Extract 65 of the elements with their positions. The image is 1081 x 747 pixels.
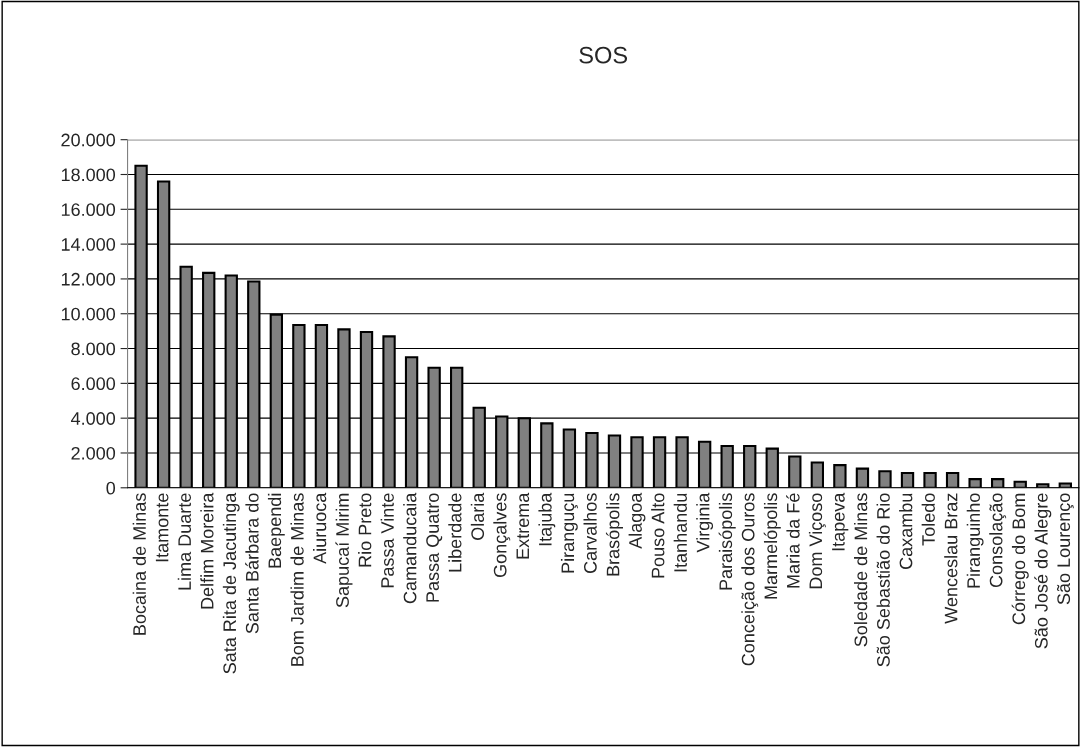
y-tick-label: 2.000 <box>71 446 116 460</box>
bar <box>810 461 825 488</box>
x-tick-label: Itapeva <box>832 492 849 551</box>
x-tick-label: Sata Rita de Jacutinga <box>222 492 240 674</box>
y-tick-label: 10.000 <box>61 307 116 321</box>
y-tick-label: 20.000 <box>61 133 116 147</box>
x-tick-label: Camanducaia <box>403 492 417 604</box>
x-tick-label: Gonçalves <box>493 493 511 578</box>
x-tick-label: Conceição dos Ouros <box>741 493 759 666</box>
x-tick-label: Toledo <box>921 493 935 546</box>
x-tick-label: Wenceslau Braz <box>944 493 958 624</box>
x-tick-label: Itajuba <box>538 492 556 546</box>
bar <box>900 471 915 488</box>
bar <box>833 464 847 488</box>
bar <box>923 471 937 488</box>
bar <box>878 470 892 488</box>
bar <box>945 471 960 488</box>
y-tick-label: 8.000 <box>71 342 116 356</box>
bar <box>855 467 870 488</box>
x-tick-label: Piranguinho <box>966 493 984 588</box>
x-tick-label: São José do Alegre <box>1034 493 1052 649</box>
x-tick-label: São Sebastião do Rio <box>876 493 890 667</box>
x-tick-label: Dom Viçoso <box>808 493 826 589</box>
x-tick-label: Olaria <box>470 492 485 540</box>
chart-title: SOS <box>579 46 628 64</box>
bar <box>1058 482 1072 488</box>
y-tick-label: 6.000 <box>71 377 116 391</box>
x-tick-label: Soledade de Minas <box>854 493 868 647</box>
x-tick-label: Lima Duarte <box>177 493 192 590</box>
x-tick-label: Rio Preto <box>358 493 372 567</box>
x-tick-label: São Lourenço <box>1056 493 1074 605</box>
x-tick-label: Extrema <box>516 492 530 559</box>
x-tick-label: Bom Jardim de Minas <box>290 493 304 666</box>
y-tick-label: 14.000 <box>61 238 116 251</box>
y-tick-label: 16.000 <box>61 203 116 217</box>
x-tick-label: Baependi <box>267 493 285 568</box>
x-tick-label: Delfim Moreira <box>200 492 214 609</box>
bar <box>968 478 982 488</box>
x-tick-label: Paraisópolis <box>718 493 736 590</box>
y-tick-label: 18.000 <box>61 168 116 182</box>
x-tick-label: Aiuruoca <box>313 492 327 564</box>
x-tick-label: Santa Bárbara do <box>245 493 259 634</box>
x-tick-label: Córrego do Bom <box>1011 493 1029 625</box>
x-tick-label: Pouso Alto <box>651 493 665 578</box>
x-tick-label: Alagoa <box>628 492 646 549</box>
x-tick-label: Piranguçu <box>560 493 578 573</box>
x-tick-label: Sapucaí Mirim <box>335 493 353 608</box>
x-tick-label: Consolação <box>989 493 1007 588</box>
bar <box>991 478 1005 488</box>
x-tick-label: Maria da Fé <box>786 493 800 588</box>
bar <box>1036 483 1050 488</box>
x-tick-label: Virginia <box>696 492 714 553</box>
x-tick-label: Caxambu <box>899 493 913 569</box>
y-tick-label: 12.000 <box>61 272 116 286</box>
x-tick-label: Bocaina de Minas <box>132 493 146 635</box>
x-tick-label: Passa Vinte <box>380 493 394 588</box>
x-tick-label: Itamonte <box>155 493 169 562</box>
y-tick-label: 4.000 <box>70 412 116 425</box>
x-tick-label: Brasópolis <box>605 493 623 576</box>
x-tick-label: Liberdade <box>448 493 462 572</box>
x-tick-label: Carvalhos <box>583 493 597 574</box>
x-tick-label: Marmelópolis <box>763 493 781 599</box>
x-tick-label: Passa Quatro <box>426 493 443 602</box>
y-tick-label: 0 <box>106 481 116 495</box>
x-tick-label: Itanhandu <box>673 493 687 572</box>
